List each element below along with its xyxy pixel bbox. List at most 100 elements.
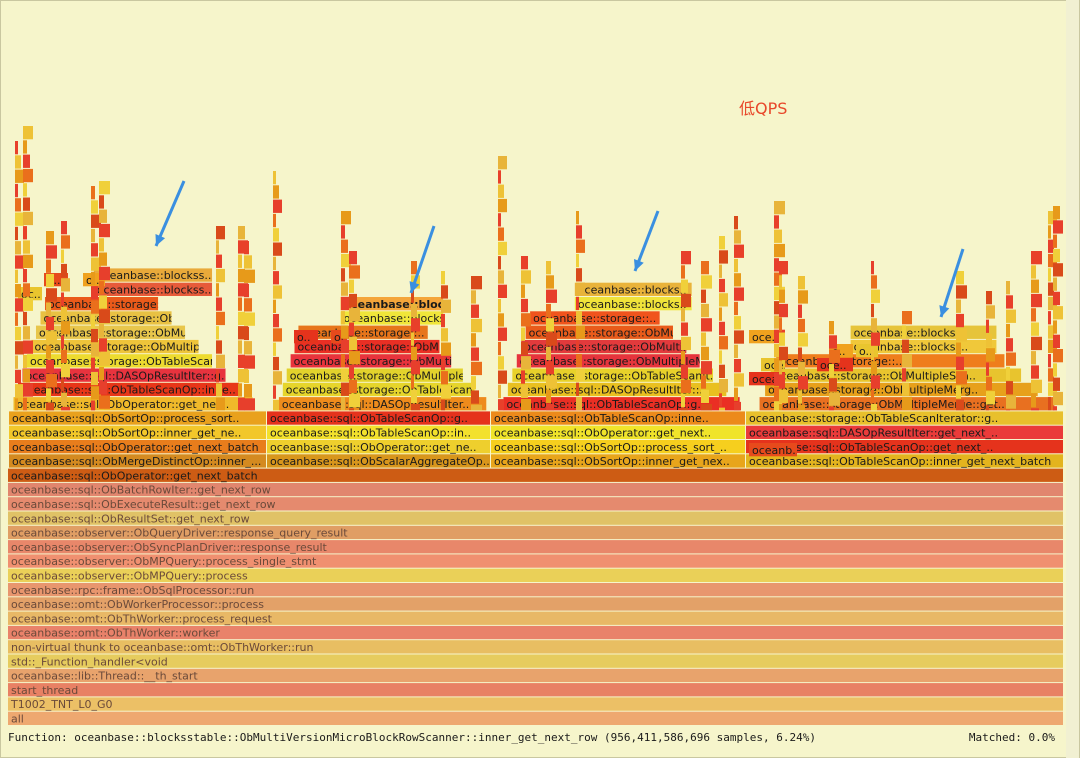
flame-frame[interactable]: oceanbase::storage::ObMultipleMerg.. <box>35 325 249 340</box>
flame-tower-frame[interactable] <box>734 244 744 258</box>
flame-tower-frame[interactable] <box>91 243 98 257</box>
flame-tower-frame[interactable] <box>1031 379 1042 393</box>
flame-tower-frame[interactable] <box>238 354 245 368</box>
flame-tower-frame[interactable] <box>521 384 528 398</box>
flame-tower-frame[interactable] <box>871 318 877 332</box>
flame-tower-frame[interactable] <box>273 285 282 299</box>
flame-tower-frame[interactable] <box>681 308 685 322</box>
flame-tower-frame[interactable] <box>498 227 504 241</box>
flame-tower-frame[interactable] <box>779 404 782 411</box>
flame-tower-frame[interactable] <box>902 353 912 368</box>
flame-tower-frame[interactable] <box>61 221 67 235</box>
flame-tower-frame[interactable] <box>719 293 728 307</box>
flame-tower-frame[interactable] <box>216 283 219 297</box>
flame-tower-frame[interactable] <box>341 296 351 311</box>
flame-tower-frame[interactable] <box>986 305 995 319</box>
flame-tower-frame[interactable] <box>498 313 504 327</box>
flame-tower-frame[interactable] <box>986 348 995 362</box>
flame-tower-frame[interactable] <box>46 359 54 373</box>
flame-frame[interactable]: oceanbase::sql::ObTableScanOp::g.. <box>503 397 740 411</box>
flame-tower-frame[interactable] <box>546 289 557 303</box>
flame-tower-frame[interactable] <box>61 349 67 363</box>
flame-tower-frame[interactable] <box>411 332 414 346</box>
flame-tower-frame[interactable] <box>1048 253 1057 268</box>
flame-tower-frame[interactable] <box>15 212 24 226</box>
flame-tower-frame[interactable] <box>829 406 834 411</box>
flame-tower-frame[interactable] <box>471 347 479 361</box>
flame-tower-frame[interactable] <box>1048 354 1051 368</box>
flame-tower-frame[interactable] <box>1031 265 1036 279</box>
flame-tower-frame[interactable] <box>273 256 276 271</box>
flame-tower-frame[interactable] <box>576 368 585 382</box>
flame-tower-frame[interactable] <box>1053 220 1063 234</box>
flame-tower-frame[interactable] <box>273 399 279 411</box>
flame-frame[interactable]: oceanbase::sql::ObTableScanOp::inne.. <box>17 382 240 397</box>
flame-tower-frame[interactable] <box>498 213 501 227</box>
flame-tower-frame[interactable] <box>341 339 351 353</box>
flame-tower-frame[interactable] <box>411 375 414 389</box>
flame-tower-frame[interactable] <box>774 215 779 229</box>
flame-tower-frame[interactable] <box>341 268 345 282</box>
flame-tower-frame[interactable] <box>956 385 961 399</box>
flame-frame[interactable]: oceanbase::storage::ObMultipleMerg.. <box>516 354 730 368</box>
flame-frame[interactable]: oceanbase::storage::ObTableScanIterator:… <box>746 411 1063 425</box>
flame-frame[interactable]: oceanbase::storage::ObMultipleSca.. <box>770 368 1022 383</box>
stack-frame[interactable]: all <box>8 711 1063 726</box>
flame-frame[interactable]: oceanbase::sql::DASOpResultIter::get_nex… <box>746 425 1063 440</box>
flame-tower-frame[interactable] <box>734 287 744 301</box>
flame-frame[interactable]: oceanbase::sql::ObOperator::get_next_bat… <box>9 440 266 454</box>
flame-tower-frame[interactable] <box>238 226 245 240</box>
flame-tower-frame[interactable] <box>61 335 64 349</box>
flame-tower-frame[interactable] <box>216 311 225 326</box>
flame-frame[interactable]: oceanbase::sql::DASOpResultIter.. <box>278 397 487 411</box>
flame-tower-frame[interactable] <box>99 366 104 381</box>
flame-tower-frame[interactable] <box>734 301 738 316</box>
flame-frame-small[interactable]: oceanb.. <box>749 443 799 457</box>
flame-frame[interactable]: oceanbase::storage::ObMultipleMe.. <box>290 354 493 368</box>
flame-tower-frame[interactable] <box>23 369 30 383</box>
flame-tower-frame[interactable] <box>956 313 964 328</box>
flame-tower-frame[interactable] <box>441 399 445 411</box>
stack-frame[interactable]: oceanbase::omt::ObThWorker::worker <box>8 625 1063 640</box>
flame-tower-frame[interactable] <box>1006 309 1016 323</box>
flame-tower-frame[interactable] <box>1048 225 1051 239</box>
flame-tower-frame[interactable] <box>1031 336 1042 351</box>
flame-tower-frame[interactable] <box>61 235 70 249</box>
flame-tower-frame[interactable] <box>829 392 840 406</box>
flame-tower-frame[interactable] <box>956 399 964 411</box>
flame-tower-frame[interactable] <box>1048 211 1057 225</box>
flame-tower-frame[interactable] <box>99 352 110 366</box>
flame-frame[interactable]: oceanbase::sql::ObOperator::get_next.. <box>491 425 745 440</box>
flame-tower-frame[interactable] <box>99 338 107 352</box>
flame-tower-frame[interactable] <box>91 300 101 314</box>
flame-tower-frame[interactable] <box>46 388 51 402</box>
flame-tower-frame[interactable] <box>1048 396 1051 411</box>
flame-tower-frame[interactable] <box>238 369 248 383</box>
flame-tower-frame[interactable] <box>902 396 912 411</box>
flame-tower-frame[interactable] <box>411 303 417 318</box>
flame-tower-frame[interactable] <box>411 318 420 332</box>
flame-tower-frame[interactable] <box>701 404 712 411</box>
flame-tower-frame[interactable] <box>798 276 805 290</box>
flame-tower-frame[interactable] <box>871 303 874 318</box>
stack-frame[interactable]: oceanbase::sql::ObResultSet::get_next_ro… <box>8 511 1063 526</box>
flame-tower-frame[interactable] <box>23 226 27 240</box>
flame-tower-frame[interactable] <box>61 263 67 278</box>
flame-tower-frame[interactable] <box>15 255 24 269</box>
flame-tower-frame[interactable] <box>498 256 501 270</box>
flame-tower-frame[interactable] <box>23 197 30 211</box>
flame-tower-frame[interactable] <box>779 275 782 289</box>
flame-tower-frame[interactable] <box>498 284 507 298</box>
flame-tower-frame[interactable] <box>23 126 33 140</box>
flame-tower-frame[interactable] <box>576 282 585 296</box>
flame-tower-frame[interactable] <box>1006 381 1013 395</box>
flame-tower-frame[interactable] <box>986 333 992 348</box>
flame-tower-frame[interactable] <box>1031 251 1042 265</box>
flame-tower-frame[interactable] <box>244 341 252 355</box>
flame-frame[interactable]: oceanbase::storage::ObTableScan.. <box>282 382 480 397</box>
flame-tower-frame[interactable] <box>99 295 107 309</box>
flame-tower-frame[interactable] <box>779 332 785 346</box>
flame-tower-frame[interactable] <box>441 356 445 371</box>
flame-tower-frame[interactable] <box>99 395 110 409</box>
flame-tower-frame[interactable] <box>238 240 248 254</box>
